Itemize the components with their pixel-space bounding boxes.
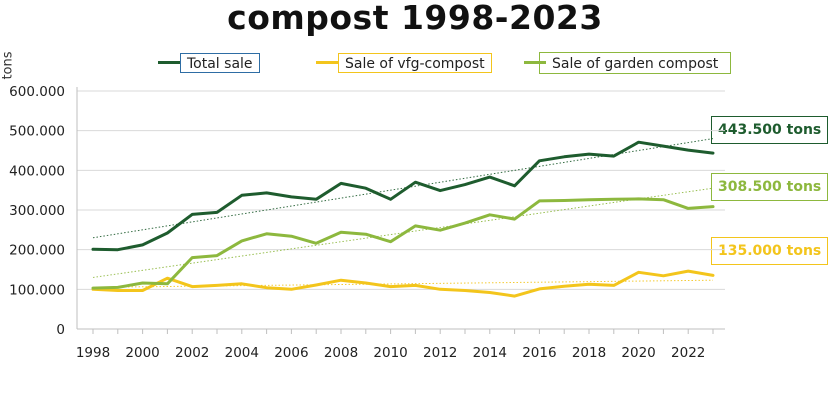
legend-label-total: Total sale — [180, 53, 260, 73]
legend-line-total — [158, 61, 180, 64]
x-tick-label: 2012 — [423, 345, 457, 361]
trendline-garden — [92, 187, 714, 278]
x-tick-label: 2014 — [473, 345, 507, 361]
y-tick-label: 500.000 — [9, 124, 65, 140]
y-tick-label: 100.000 — [9, 282, 65, 298]
x-tick-label: 2010 — [373, 345, 407, 361]
series-line-total — [91, 140, 715, 252]
x-tick-label: 2000 — [125, 345, 159, 361]
x-tick-label: 2022 — [671, 345, 705, 361]
x-tick-label: 2008 — [324, 345, 358, 361]
legend-line-garden — [524, 61, 546, 64]
legend-label-garden: Sale of garden compost — [539, 52, 732, 74]
end-label-garden: 308.500 tons — [711, 173, 829, 201]
y-tick-label: 600.000 — [9, 84, 65, 100]
chart-title: compost 1998-2023 — [227, 0, 603, 37]
x-tick-label: 2016 — [522, 345, 556, 361]
x-tick-label: 1998 — [76, 345, 110, 361]
y-tick-label: 400.000 — [9, 163, 65, 179]
series-line-garden — [91, 197, 715, 290]
y-tick-label: 200.000 — [9, 243, 65, 259]
x-tick-label: 2006 — [274, 345, 308, 361]
x-tick-label: 2004 — [225, 345, 259, 361]
x-tick-label: 2020 — [621, 345, 655, 361]
series-line-vfg — [91, 269, 715, 298]
end-label-vfg: 135.000 tons — [711, 237, 829, 265]
y-tick-label: 300.000 — [9, 203, 65, 219]
x-tick-label: 2018 — [572, 345, 606, 361]
y-tick-label: 0 — [56, 322, 65, 338]
legend-label-vfg: Sale of vfg-compost — [338, 53, 492, 73]
legend-line-vfg — [316, 61, 338, 64]
x-tick-label: 2002 — [175, 345, 209, 361]
end-label-total: 443.500 tons — [711, 116, 829, 144]
